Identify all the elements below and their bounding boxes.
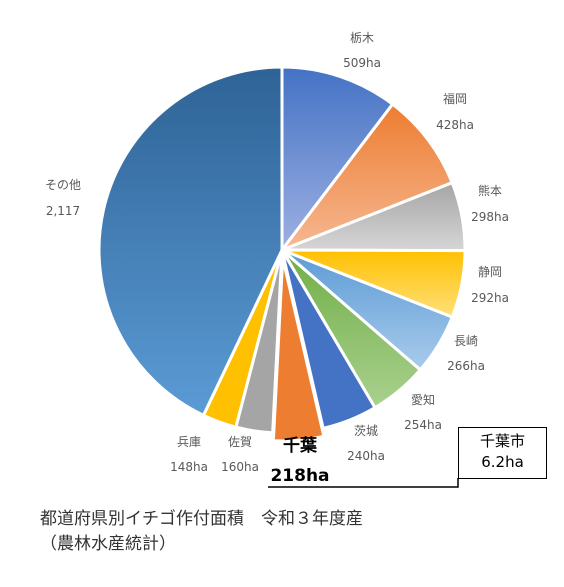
pie-chart: 栃木 509ha 福岡 428ha 熊本 298ha 静岡 292ha 長崎 266ha 愛知 254… — [45, 31, 509, 488]
slice-label-name: 熊本 — [478, 183, 502, 198]
slice-label-value: 428ha — [436, 118, 474, 132]
callout-value: 6.2ha — [481, 453, 524, 471]
slice-label-name: 静岡 — [478, 265, 502, 279]
chiba-city-callout: 千葉市 6.2ha — [458, 427, 547, 479]
slice-label-name: 長崎 — [454, 334, 478, 348]
pie-slices — [97, 65, 467, 443]
slice-label-value: 160ha — [221, 460, 259, 474]
slice-label-value: 218ha — [270, 466, 329, 486]
slice-label-value: 148ha — [170, 460, 208, 474]
slice-label-name: 福岡 — [443, 91, 467, 106]
slice-label-name: 千葉 — [283, 435, 318, 456]
callout-leader-line — [268, 478, 459, 488]
slice-label-value: 298ha — [471, 210, 509, 224]
slice-label-name: 愛知 — [411, 393, 435, 407]
slice-福岡 — [280, 102, 454, 252]
slice-label-name: 栃木 — [350, 31, 374, 45]
callout-title: 千葉市 — [479, 432, 525, 450]
slice-label-name: 佐賀 — [228, 435, 252, 449]
chart-caption: 都道府県別イチゴ作付面積 令和３年度産 （農林水産統計） — [40, 507, 363, 557]
caption-line-1: 都道府県別イチゴ作付面積 令和３年度産 — [40, 509, 363, 529]
slice-label-value: 240ha — [347, 449, 385, 463]
slice-その他 — [97, 65, 284, 417]
slice-label-name: 茨城 — [354, 424, 378, 438]
caption-line-2: （農林水産統計） — [40, 534, 176, 554]
slice-label-value: 292ha — [471, 291, 509, 305]
slice-label-value: 254ha — [404, 418, 442, 432]
slice-labels: 栃木 509ha 福岡 428ha 熊本 298ha 静岡 292ha 長崎 266ha 愛知 254… — [45, 31, 509, 486]
slice-千葉 — [271, 256, 326, 443]
slice-label-value: 266ha — [447, 359, 485, 373]
slice-label-value: 2,117 — [46, 204, 80, 218]
slice-栃木 — [280, 65, 395, 252]
leader-lines — [268, 478, 459, 488]
slice-label-name: 兵庫 — [177, 435, 201, 449]
slice-label-name: その他 — [45, 178, 81, 192]
slice-label-value: 509ha — [343, 56, 381, 70]
